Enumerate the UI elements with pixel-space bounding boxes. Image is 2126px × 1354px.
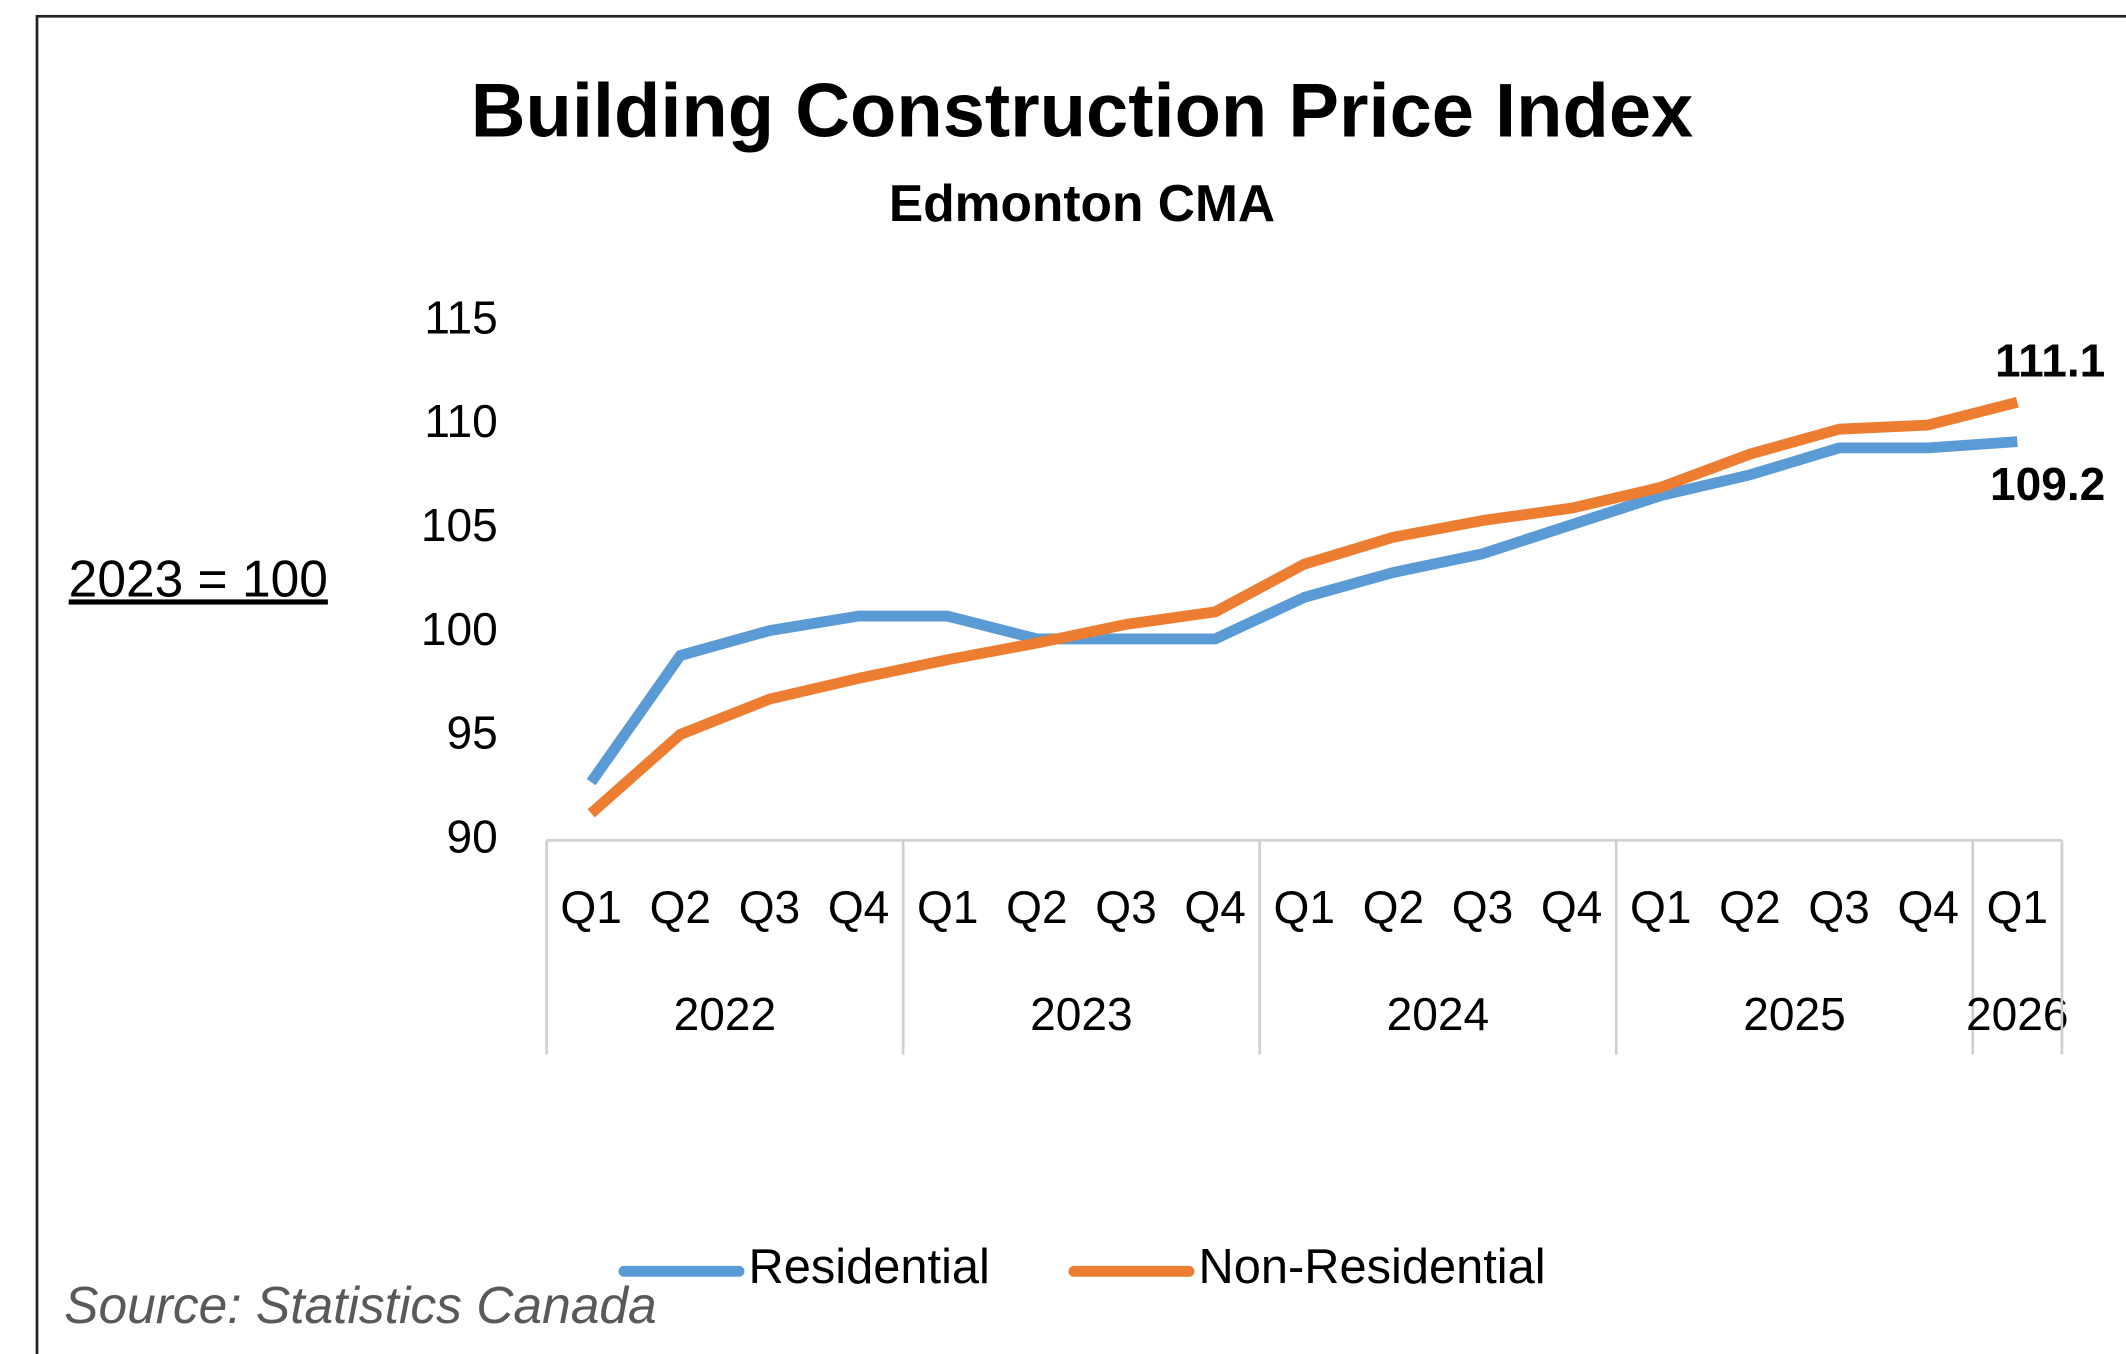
frame	[35, 14, 2126, 1354]
x-tick-label: Q4	[1184, 881, 1245, 933]
x-tick-label: Q3	[1452, 881, 1513, 933]
x-tick-label: Q2	[1719, 881, 1780, 933]
x-tick-label: Q3	[739, 881, 800, 933]
y-annotation: 2023 = 100	[69, 549, 328, 607]
chart-subtitle: Edmonton CMA	[889, 174, 1275, 232]
source: Source: Statistics Canada	[64, 1276, 657, 1334]
x-tick-label: Q1	[1630, 881, 1691, 933]
y-tick-label: 100	[421, 603, 498, 655]
legend-label: Non-Residential	[1199, 1240, 1546, 1294]
y-tick-label: 115	[424, 291, 497, 343]
x-tick-label: Q2	[1363, 881, 1424, 933]
series-line	[586, 436, 2018, 786]
y-tick-label: 110	[424, 395, 497, 447]
data-label: 111.1	[1995, 334, 2105, 386]
x-tick-label: Q3	[1095, 881, 1156, 933]
data-label: 109.2	[1990, 458, 2105, 510]
year-label: 2026	[1966, 988, 2069, 1040]
x-tick-label: Q1	[1987, 881, 2048, 933]
x-tick-label: Q2	[650, 881, 711, 933]
x-tick-label: Q4	[828, 881, 889, 933]
chart-title: Building Construction Price Index	[471, 69, 1694, 154]
x-tick-label: Q4	[1541, 881, 1602, 933]
series-line	[587, 396, 2019, 818]
year-label: 2023	[1030, 988, 1133, 1040]
y-tick-label: 105	[421, 499, 498, 551]
year-label: 2025	[1743, 988, 1846, 1040]
x-tick-label: Q1	[917, 881, 978, 933]
legend-label: Residential	[749, 1240, 990, 1294]
x-tick-label: Q3	[1808, 881, 1869, 933]
x-tick-label: Q1	[560, 881, 621, 933]
x-tick-label: Q4	[1897, 881, 1958, 933]
y-tick-label: 95	[447, 707, 498, 759]
x-tick-label: Q2	[1006, 881, 1067, 933]
y-tick-label: 90	[447, 810, 498, 862]
x-tick-label: Q1	[1274, 881, 1335, 933]
year-label: 2024	[1387, 988, 1490, 1040]
year-label: 2022	[674, 988, 777, 1040]
